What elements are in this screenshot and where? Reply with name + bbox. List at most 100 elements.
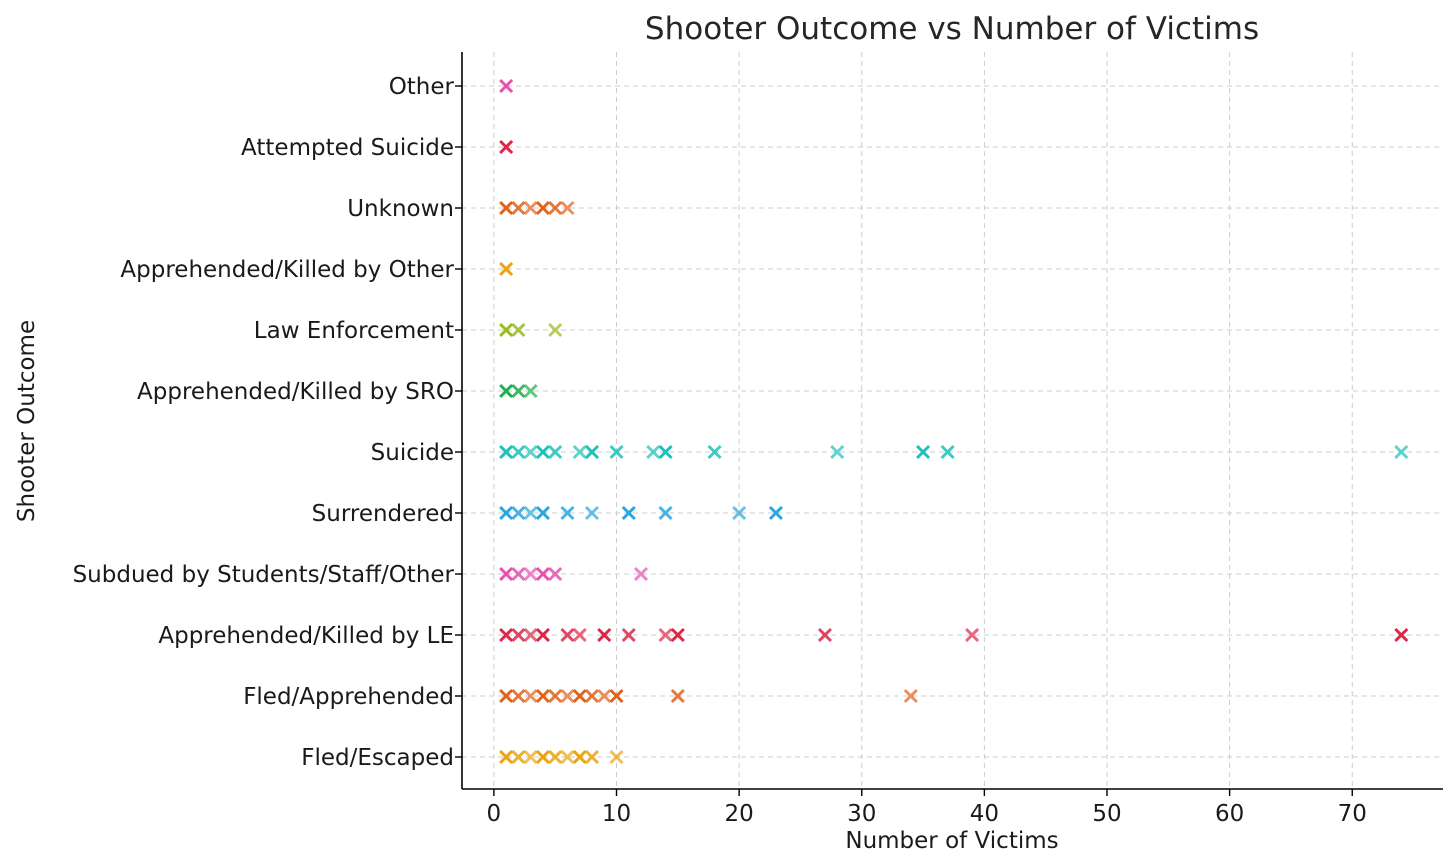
- data-point-suicide: [707, 444, 722, 460]
- data-point-fled-escaped: [511, 749, 526, 765]
- series-apprehended-killed-by-other: [499, 261, 514, 277]
- y-axis-label: Shooter Outcome: [14, 320, 40, 522]
- data-point-surrendered: [621, 505, 636, 521]
- data-points: [499, 78, 1409, 765]
- series-law-enforcement: [499, 322, 563, 338]
- x-tick-label: 0: [487, 801, 502, 827]
- data-point-surrendered: [768, 505, 783, 521]
- data-point-unknown: [511, 200, 526, 216]
- data-point-apprehended-killed-by-sro: [511, 383, 526, 399]
- x-tick-label: 50: [1092, 801, 1121, 827]
- data-point-fled-apprehended: [584, 688, 600, 704]
- data-point-apprehended-killed-by-le: [658, 627, 673, 643]
- y-tick-label-apprehended-killed-by-other: Apprehended/Killed by Other: [120, 257, 454, 283]
- data-point-law-enforcement: [548, 322, 563, 338]
- y-tick-label-law-enforcement: Law Enforcement: [254, 318, 454, 344]
- x-tick-label: 30: [847, 801, 876, 827]
- data-point-subdued-by-students-staff-other: [633, 566, 649, 582]
- data-point-suicide: [916, 444, 931, 460]
- data-point-apprehended-killed-by-le: [965, 627, 980, 643]
- data-point-unknown: [523, 200, 538, 216]
- data-point-law-enforcement: [499, 322, 514, 338]
- data-point-attempted-suicide: [499, 139, 514, 155]
- data-point-subdued-by-students-staff-other: [499, 566, 514, 582]
- x-tick-label: 70: [1338, 801, 1367, 827]
- data-point-suicide: [511, 444, 526, 460]
- data-point-law-enforcement: [511, 322, 526, 338]
- data-point-fled-apprehended: [535, 688, 550, 704]
- data-point-apprehended-killed-by-le: [670, 627, 685, 643]
- series-unknown: [499, 200, 575, 216]
- data-point-fled-escaped: [560, 749, 575, 765]
- data-point-apprehended-killed-by-le: [523, 627, 538, 643]
- data-point-suicide: [584, 444, 600, 460]
- data-point-surrendered: [523, 505, 538, 521]
- y-tick-label-fled-escaped: Fled/Escaped: [301, 745, 454, 771]
- data-point-apprehended-killed-by-le: [597, 627, 612, 643]
- y-tick-label-surrendered: Surrendered: [312, 501, 454, 527]
- y-tick-label-unknown: Unknown: [347, 196, 454, 222]
- data-point-unknown: [535, 200, 550, 216]
- data-point-surrendered: [535, 505, 550, 521]
- grid-lines: [462, 52, 1443, 789]
- data-point-apprehended-killed-by-le: [621, 627, 636, 643]
- data-point-apprehended-killed-by-le: [817, 627, 833, 643]
- data-point-suicide: [646, 444, 661, 460]
- data-point-apprehended-killed-by-sro: [523, 383, 538, 399]
- series-fled-apprehended: [499, 688, 918, 704]
- data-point-apprehended-killed-by-le: [511, 627, 526, 643]
- data-point-surrendered: [658, 505, 673, 521]
- series-apprehended-killed-by-le: [499, 627, 1409, 643]
- data-point-surrendered: [560, 505, 575, 521]
- data-point-apprehended-killed-by-le: [560, 627, 575, 643]
- y-tick-label-apprehended-killed-by-le: Apprehended/Killed by LE: [158, 623, 454, 649]
- series-apprehended-killed-by-sro: [499, 383, 538, 399]
- data-point-unknown: [560, 200, 575, 216]
- data-point-unknown: [548, 200, 563, 216]
- data-point-surrendered: [584, 505, 600, 521]
- data-point-fled-apprehended: [560, 688, 575, 704]
- data-point-apprehended-killed-by-le: [499, 627, 514, 643]
- x-tick-label: 10: [602, 801, 631, 827]
- data-point-fled-apprehended: [511, 688, 526, 704]
- series-surrendered: [499, 505, 783, 521]
- data-point-fled-escaped: [523, 749, 538, 765]
- data-point-fled-escaped: [584, 749, 600, 765]
- data-point-fled-apprehended: [597, 688, 612, 704]
- data-point-fled-apprehended: [548, 688, 563, 704]
- data-point-other: [499, 78, 514, 94]
- data-point-subdued-by-students-staff-other: [511, 566, 526, 582]
- y-tick-label-subdued-by-students-staff-other: Subdued by Students/Staff/Other: [73, 562, 455, 588]
- x-tick-label: 60: [1215, 801, 1244, 827]
- data-point-fled-escaped: [548, 749, 563, 765]
- data-point-fled-apprehended: [903, 688, 918, 704]
- y-tick-label-other: Other: [389, 74, 455, 100]
- data-point-apprehended-killed-by-le: [1394, 627, 1409, 643]
- data-point-suicide: [609, 444, 624, 460]
- x-axis-ticks: 0 10 20 30 40 50 60 70: [487, 789, 1367, 827]
- data-point-suicide: [658, 444, 673, 460]
- data-point-surrendered: [511, 505, 526, 521]
- data-point-apprehended-killed-by-le: [535, 627, 550, 643]
- data-point-fled-escaped: [609, 749, 624, 765]
- y-axis-ticks: Fled/Escaped Fled/Apprehended Apprehended/…: [73, 74, 462, 771]
- data-point-unknown: [499, 200, 514, 216]
- data-point-suicide: [535, 444, 550, 460]
- data-point-fled-apprehended: [670, 688, 685, 704]
- data-point-subdued-by-students-staff-other: [523, 566, 538, 582]
- data-point-suicide: [940, 444, 955, 460]
- data-point-fled-escaped: [535, 749, 550, 765]
- data-point-surrendered: [732, 505, 747, 521]
- data-point-apprehended-killed-by-le: [572, 627, 587, 643]
- data-point-apprehended-killed-by-sro: [499, 383, 514, 399]
- x-tick-label: 20: [724, 801, 753, 827]
- data-point-subdued-by-students-staff-other: [535, 566, 550, 582]
- data-point-suicide: [572, 444, 587, 460]
- series-fled-escaped: [499, 749, 624, 765]
- y-tick-label-apprehended-killed-by-sro: Apprehended/Killed by SRO: [137, 379, 454, 405]
- data-point-fled-apprehended: [609, 688, 624, 704]
- data-point-subdued-by-students-staff-other: [548, 566, 563, 582]
- y-tick-label-fled-apprehended: Fled/Apprehended: [243, 684, 454, 710]
- data-point-fled-apprehended: [572, 688, 587, 704]
- data-point-fled-escaped: [572, 749, 587, 765]
